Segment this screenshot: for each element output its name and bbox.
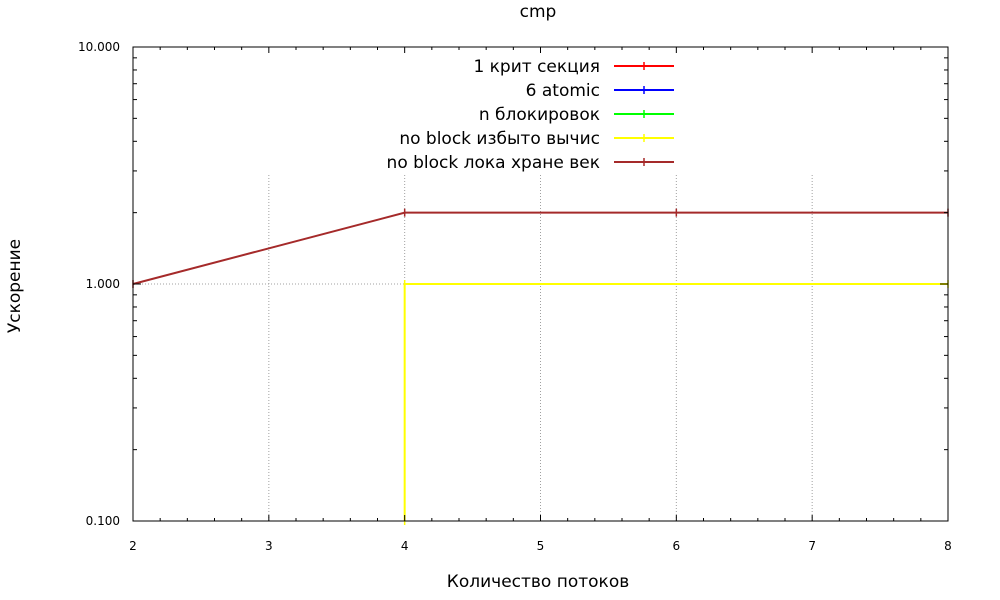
series-line xyxy=(132,211,948,285)
axis-ticks: 2 3 4 5 6 7 8 0.100 1.000 10.000 xyxy=(78,40,952,553)
x-tick-label: 2 xyxy=(129,539,137,553)
y-tick-label: 1.000 xyxy=(86,277,120,291)
x-tick-label: 3 xyxy=(265,539,273,553)
x-tick-label: 7 xyxy=(808,539,816,553)
y-axis-title: Ускорение xyxy=(5,239,25,333)
y-tick-label: 0.100 xyxy=(86,514,120,528)
legend-label: 1 крит секция xyxy=(473,57,600,77)
x-tick-label: 6 xyxy=(673,539,681,553)
legend-label: no block лока хране век xyxy=(387,153,600,173)
legend-label: 6 atomic xyxy=(526,81,600,101)
grid xyxy=(133,175,948,521)
x-tick-label: 4 xyxy=(401,539,409,553)
x-tick-label: 8 xyxy=(944,539,952,553)
legend-label: no block избыто вычис xyxy=(399,129,600,149)
x-tick-label: 5 xyxy=(537,539,545,553)
x-axis-title: Количество потоков xyxy=(447,572,629,592)
y-tick-label: 10.000 xyxy=(78,40,120,54)
legend-label: n блокировок xyxy=(479,105,600,125)
legend: 1 крит секция 6 atomic n блокировок no bloc… xyxy=(387,57,674,173)
chart-title: cmp xyxy=(520,2,557,22)
